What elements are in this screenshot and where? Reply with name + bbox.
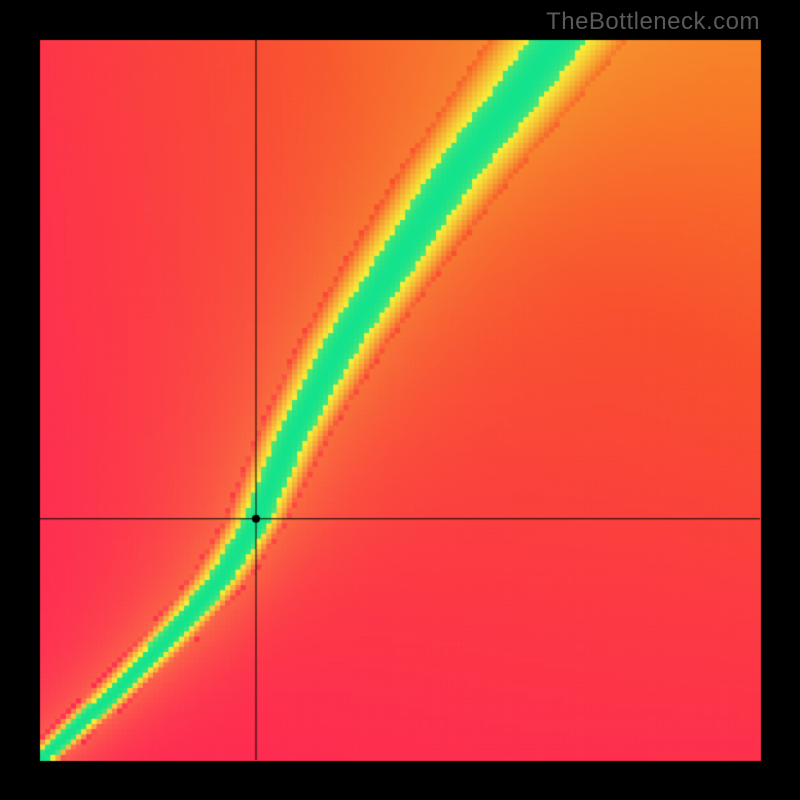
- watermark-text: TheBottleneck.com: [546, 8, 760, 36]
- chart-container: TheBottleneck.com: [0, 0, 800, 800]
- bottleneck-heatmap: [0, 0, 800, 800]
